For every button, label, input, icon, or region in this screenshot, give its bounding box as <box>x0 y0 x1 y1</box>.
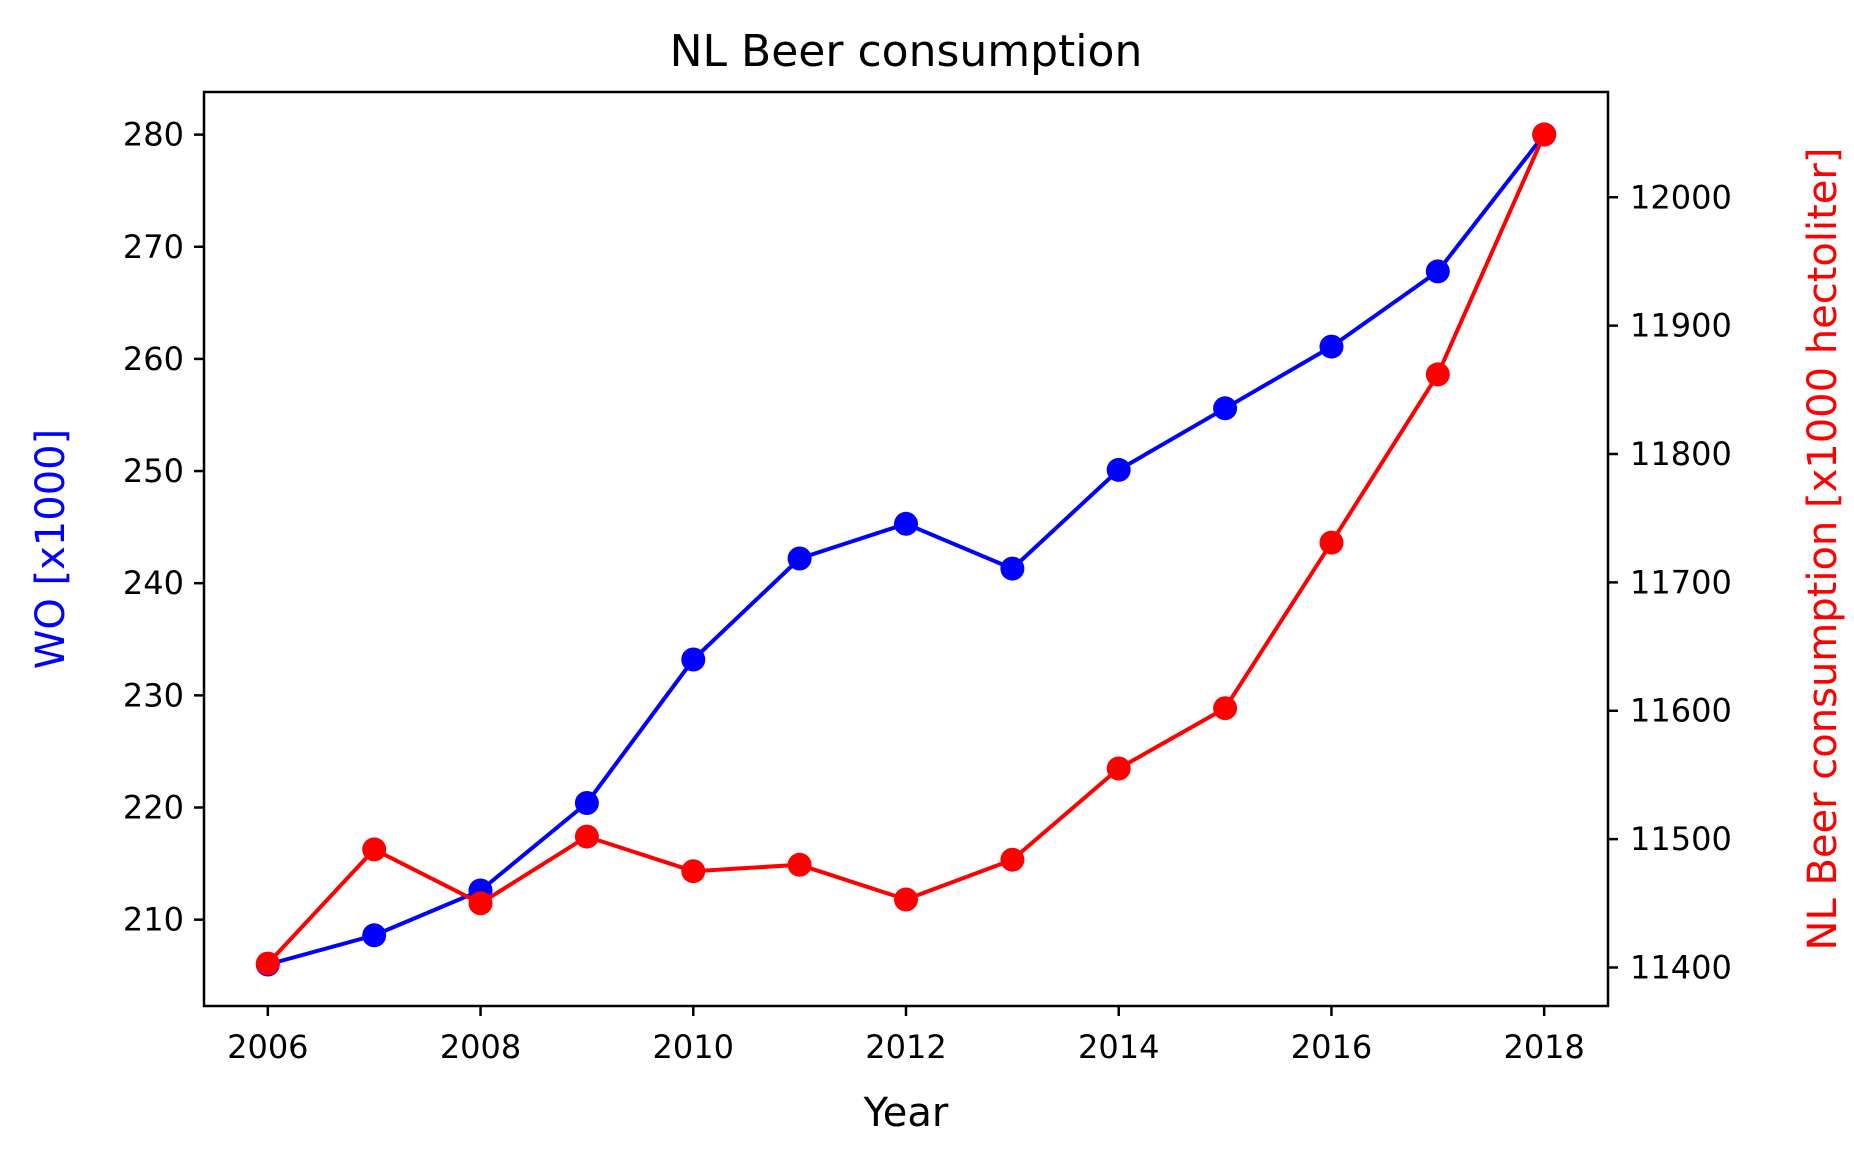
beer-consumption-point-2012 <box>894 887 918 912</box>
beer-consumption-point-2008 <box>468 891 493 916</box>
right-y-axis: 11400 11500 11600 11700 11800 11900 12000 <box>1608 178 1732 986</box>
left-y-tick-label: 260 <box>123 340 184 378</box>
wo-point-2013 <box>1000 556 1025 581</box>
x-tick-label: 2010 <box>653 1028 734 1066</box>
x-tick-label: 2018 <box>1503 1028 1584 1066</box>
left-y-axis: 210 220 230 240 250 260 270 280 <box>123 116 204 939</box>
right-y-tick-label: 11800 <box>1630 435 1732 473</box>
wo-point-2010 <box>681 647 706 672</box>
right-y-tick-label: 11600 <box>1630 692 1732 730</box>
wo-point-2016 <box>1319 334 1344 359</box>
left-y-tick-label: 210 <box>123 901 184 939</box>
x-tick-label: 2008 <box>440 1028 521 1066</box>
right-y-tick-label: 11700 <box>1630 563 1732 601</box>
beer-consumption-point-2017 <box>1425 362 1450 387</box>
left-y-tick-label: 270 <box>123 228 184 266</box>
wo-point-2011 <box>787 546 812 571</box>
wo-point-2012 <box>894 511 918 536</box>
beer-consumption-point-2013 <box>1000 847 1025 872</box>
wo-point-2007 <box>362 923 387 948</box>
x-tick-label: 2006 <box>227 1028 308 1066</box>
left-y-tick-label: 240 <box>123 564 184 602</box>
right-y-axis-label: NL Beer consumption [x1000 hectoliter] <box>1800 148 1846 951</box>
beer-consumption-point-2014 <box>1106 756 1131 781</box>
right-y-tick-label: 11500 <box>1630 820 1732 858</box>
beer-consumption-point-2018 <box>1532 122 1557 147</box>
left-y-tick-label: 230 <box>123 676 184 714</box>
left-y-tick-label: 280 <box>123 116 184 154</box>
x-tick-label: 2014 <box>1078 1028 1159 1066</box>
beer-consumption-series-line <box>266 133 1547 965</box>
x-axis-label: Year <box>863 1090 949 1136</box>
series-layer <box>255 122 1557 977</box>
beer-consumption-point-2016 <box>1319 530 1344 555</box>
wo-point-2014 <box>1106 457 1131 482</box>
wo-series-line <box>267 133 1546 967</box>
wo-point-2015 <box>1213 396 1238 421</box>
right-y-tick-label: 12000 <box>1630 178 1732 216</box>
wo-point-2009 <box>574 791 599 815</box>
right-y-tick-label: 11900 <box>1630 307 1732 345</box>
beer-consumption-point-2015 <box>1213 696 1238 721</box>
beer-consumption-point-2006 <box>255 951 280 976</box>
x-tick-label: 2012 <box>865 1028 946 1066</box>
x-axis: 2006 2008 2010 2012 2014 2016 2018 <box>227 1006 1585 1066</box>
right-y-tick-label: 11400 <box>1630 948 1732 986</box>
left-y-tick-label: 220 <box>123 788 184 826</box>
x-tick-label: 2016 <box>1291 1028 1372 1066</box>
beer-consumption-point-2010 <box>681 859 706 884</box>
chart-title: NL Beer consumption <box>670 26 1143 77</box>
beer-consumption-point-2009 <box>574 824 599 849</box>
left-y-axis-label: WO [x1000] <box>28 429 74 669</box>
wo-point-2017 <box>1425 259 1450 284</box>
beer-consumption-point-2011 <box>787 852 812 877</box>
beer-consumption-point-2007 <box>362 837 387 862</box>
left-y-tick-label: 250 <box>123 452 184 490</box>
